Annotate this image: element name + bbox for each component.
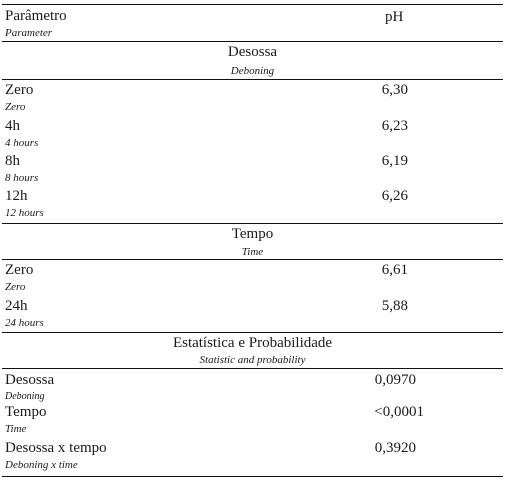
row-label: Tempo: [5, 404, 47, 420]
table-top-rule: [2, 4, 503, 5]
row-value: 6,61: [381, 262, 408, 278]
row-value: 6,30: [381, 82, 408, 98]
section-subtitle: Statistic and probability: [199, 354, 306, 366]
row-value: <0,0001: [374, 404, 424, 420]
header-parameter-sub: Parameter: [5, 27, 53, 39]
row-value: 0,0970: [374, 372, 416, 388]
section-rule: [2, 332, 503, 333]
row-value: 6,19: [381, 153, 408, 169]
row-label: Zero: [5, 82, 34, 98]
row-sub: Deboning: [5, 391, 45, 402]
row-sub: 4 hours: [5, 137, 39, 149]
row-sub: 12 hours: [5, 207, 44, 219]
section-subtitle: Deboning: [230, 65, 275, 77]
row-sub: Zero: [5, 281, 26, 293]
row-sub: Deboning x time: [5, 459, 78, 471]
row-label: 24h: [5, 298, 28, 314]
row-label: Desossa: [5, 372, 55, 388]
row-value: 0,3920: [374, 440, 416, 456]
row-label: 12h: [5, 188, 28, 204]
section-subtitle: Time: [241, 246, 264, 258]
section-rule: [2, 368, 503, 369]
header-rule: [2, 41, 503, 42]
section-rule: [2, 259, 503, 260]
row-value: 5,88: [381, 298, 408, 314]
row-value: 6,26: [381, 188, 408, 204]
table-bottom-rule: [2, 476, 503, 477]
row-label: 4h: [5, 118, 20, 134]
row-label: Desossa x tempo: [5, 440, 107, 456]
row-sub: 8 hours: [5, 172, 39, 184]
row-label: 8h: [5, 153, 20, 169]
section-title: Estatística e Probabilidade: [172, 335, 333, 351]
section-rule: [2, 79, 503, 80]
row-label: Zero: [5, 262, 34, 278]
header-parameter-label: Parâmetro: [5, 8, 67, 24]
header-ph-label: pH: [385, 9, 404, 25]
section-title: Desossa: [227, 44, 278, 60]
row-sub: 24 hours: [5, 317, 44, 329]
row-value: 6,23: [381, 118, 408, 134]
section-rule: [2, 223, 503, 224]
section-title: Tempo: [231, 226, 274, 242]
row-sub: Time: [5, 423, 27, 435]
row-sub: Zero: [5, 101, 26, 113]
